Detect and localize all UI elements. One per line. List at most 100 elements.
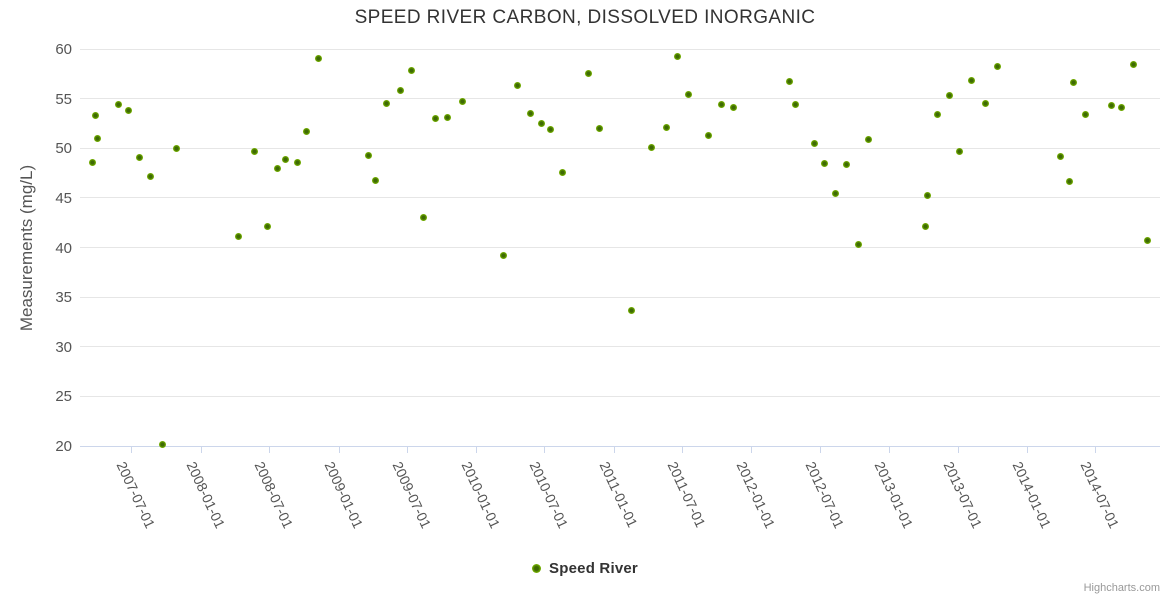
data-point[interactable]: [1066, 177, 1074, 185]
data-point[interactable]: [146, 172, 154, 180]
data-point[interactable]: [499, 251, 507, 259]
legend-label: Speed River: [549, 560, 638, 577]
legend: Speed River: [0, 560, 1170, 577]
data-point[interactable]: [628, 306, 636, 314]
data-point[interactable]: [264, 223, 272, 231]
data-point[interactable]: [1129, 61, 1137, 69]
data-point[interactable]: [968, 77, 976, 85]
data-point[interactable]: [314, 55, 322, 63]
data-point[interactable]: [786, 78, 794, 86]
data-point[interactable]: [1143, 237, 1151, 245]
data-point[interactable]: [673, 53, 681, 61]
data-point[interactable]: [444, 113, 452, 121]
data-point[interactable]: [994, 63, 1002, 71]
data-point[interactable]: [831, 190, 839, 198]
data-point[interactable]: [1057, 152, 1065, 160]
data-point[interactable]: [419, 214, 427, 222]
data-point[interactable]: [407, 67, 415, 75]
x-axis-tick: [131, 447, 133, 453]
data-point[interactable]: [705, 131, 713, 139]
data-point[interactable]: [431, 114, 439, 122]
x-axis-line: [80, 446, 1160, 447]
x-axis-tick: [957, 447, 959, 453]
data-point[interactable]: [364, 151, 372, 159]
data-point[interactable]: [88, 158, 96, 166]
data-point[interactable]: [729, 104, 737, 112]
data-point[interactable]: [92, 111, 100, 119]
x-axis-tick-label: 2008-01-01: [183, 459, 228, 531]
x-axis-tick-label: 2010-07-01: [526, 459, 572, 531]
data-point[interactable]: [684, 91, 692, 99]
data-point[interactable]: [584, 70, 592, 78]
data-point[interactable]: [1069, 79, 1077, 87]
y-axis-tick-label: 30: [55, 338, 72, 356]
data-point[interactable]: [526, 110, 534, 117]
x-axis-tick: [889, 447, 891, 453]
data-point[interactable]: [547, 125, 555, 133]
x-axis-tick: [269, 447, 271, 453]
data-point[interactable]: [923, 192, 931, 200]
data-point[interactable]: [371, 176, 379, 184]
x-axis-tick-label: 2007-07-01: [113, 459, 159, 531]
x-axis-tick: [819, 447, 821, 453]
y-axis-tick-label: 45: [55, 189, 72, 207]
y-gridline: [80, 296, 1160, 298]
y-axis-tick-label: 60: [55, 41, 72, 58]
data-point[interactable]: [595, 124, 603, 132]
legend-item-speed-river[interactable]: Speed River: [532, 560, 638, 577]
data-point[interactable]: [136, 153, 144, 161]
data-point[interactable]: [843, 160, 851, 168]
data-point[interactable]: [383, 100, 391, 108]
data-point[interactable]: [303, 127, 311, 135]
data-point[interactable]: [458, 98, 466, 106]
x-axis-tick-label: 2013-01-01: [871, 459, 917, 531]
y-axis-tick-label: 35: [55, 289, 72, 307]
data-point[interactable]: [558, 168, 566, 176]
x-axis-tick-label: 2010-01-01: [458, 459, 504, 531]
data-point[interactable]: [114, 101, 122, 109]
data-point[interactable]: [662, 123, 670, 131]
data-point[interactable]: [647, 143, 655, 151]
data-point[interactable]: [251, 147, 259, 155]
data-point[interactable]: [854, 241, 862, 249]
y-gridline: [80, 48, 1160, 50]
y-axis-tick-label: 20: [55, 438, 72, 455]
data-point[interactable]: [820, 159, 828, 167]
data-point[interactable]: [810, 139, 818, 147]
data-point[interactable]: [125, 107, 133, 115]
y-gridline: [80, 247, 1160, 248]
x-axis-tick: [682, 447, 683, 453]
data-point[interactable]: [172, 144, 180, 152]
x-axis-tick: [613, 447, 615, 453]
y-gridline: [80, 197, 1160, 199]
data-point[interactable]: [294, 158, 302, 166]
x-axis-tick: [544, 447, 546, 453]
y-gridline: [80, 98, 1160, 100]
data-point[interactable]: [865, 135, 873, 143]
data-point[interactable]: [397, 87, 405, 95]
y-axis-tick-label: 55: [55, 90, 72, 108]
credits-link[interactable]: Highcharts.com: [1083, 582, 1160, 594]
data-point[interactable]: [792, 101, 800, 109]
data-point[interactable]: [234, 233, 242, 241]
data-point[interactable]: [981, 100, 989, 108]
data-point[interactable]: [158, 440, 166, 448]
data-point[interactable]: [274, 164, 282, 172]
data-point[interactable]: [282, 155, 290, 163]
data-point[interactable]: [1108, 102, 1116, 110]
x-axis-tick-label: 2014-07-01: [1077, 459, 1123, 531]
data-point[interactable]: [921, 223, 929, 231]
data-point[interactable]: [946, 92, 954, 100]
data-point[interactable]: [934, 111, 942, 118]
data-point[interactable]: [513, 82, 521, 90]
data-point[interactable]: [718, 101, 726, 109]
data-point[interactable]: [956, 147, 964, 155]
x-axis-tick: [406, 447, 408, 453]
x-axis-tick-label: 2012-07-01: [802, 459, 848, 531]
data-point[interactable]: [537, 119, 545, 127]
x-axis-tick-label: 2009-07-01: [389, 459, 435, 531]
data-point[interactable]: [1118, 104, 1126, 112]
data-point[interactable]: [1081, 111, 1089, 118]
data-point[interactable]: [93, 134, 101, 142]
